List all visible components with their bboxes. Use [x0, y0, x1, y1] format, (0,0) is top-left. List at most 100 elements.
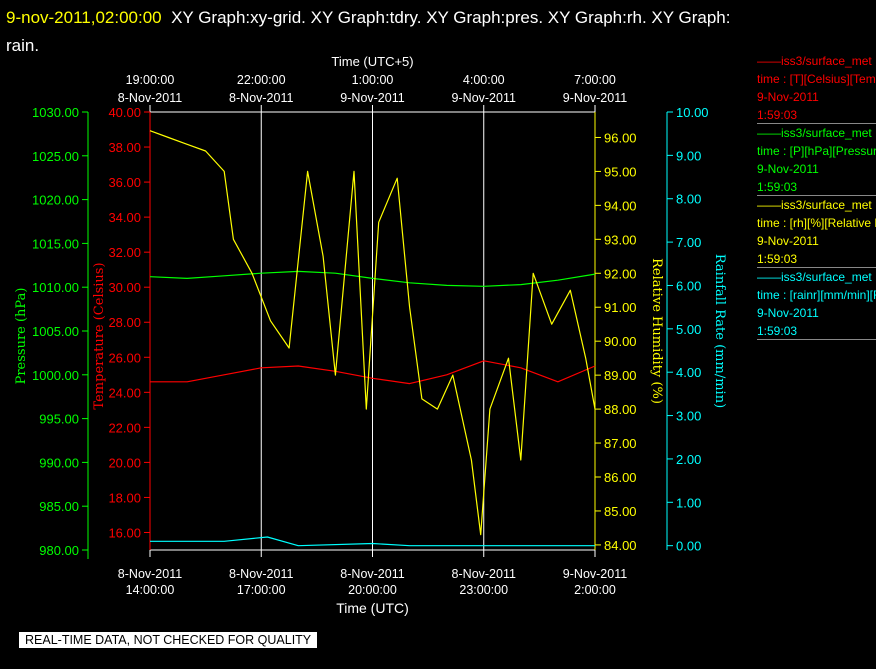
temperature-series-line	[150, 360, 596, 385]
legend-source: ——iss3/surface_met	[757, 270, 872, 284]
rain-tick-label: 9.00	[676, 148, 701, 163]
legend-time: 1:59:03	[757, 108, 798, 122]
humidity-tick-label: 95.00	[604, 164, 637, 179]
temperature-tick-label: 34.00	[108, 210, 141, 225]
temperature-tick-label: 38.00	[108, 140, 141, 155]
humidity-series-line	[149, 130, 596, 536]
temperature-tick-label: 26.00	[108, 350, 141, 365]
window-title: 9-nov-2011,02:00:00 XY Graph:xy-grid. XY…	[6, 4, 856, 60]
temperature-tick-label: 20.00	[108, 455, 141, 470]
humidity-tick-label: 92.00	[604, 266, 637, 281]
pressure-tick-label: 985.00	[39, 499, 79, 514]
temperature-tick-label: 30.00	[108, 280, 141, 295]
legend-date: 9-Nov-2011	[757, 234, 819, 248]
rain-tick-label: 6.00	[676, 278, 701, 293]
humidity-tick-label: 96.00	[604, 130, 637, 145]
humidity-tick-label: 93.00	[604, 232, 637, 247]
temperature-tick-label: 36.00	[108, 175, 141, 190]
x-tick-date: 8-Nov-2011	[229, 567, 293, 581]
legend-divider	[757, 195, 876, 196]
top-tick-date: 8-Nov-2011	[118, 91, 182, 105]
top-tick-time: 19:00:00	[126, 73, 175, 87]
x-tick-time: 23:00:00	[459, 583, 508, 597]
temperature-tick-label: 22.00	[108, 420, 141, 435]
top-tick-date: 9-Nov-2011	[452, 91, 516, 105]
humidity-tick-label: 88.00	[604, 402, 637, 417]
rain-tick-label: 10.00	[676, 105, 709, 120]
humidity-tick-label: 89.00	[604, 368, 637, 383]
x-tick-time: 14:00:00	[126, 583, 175, 597]
temperature-tick-label: 16.00	[108, 525, 141, 540]
legend-time: 1:59:03	[757, 324, 798, 338]
pressure-tick-label: 1020.00	[32, 193, 79, 208]
x-tick-date: 8-Nov-2011	[452, 567, 516, 581]
top-axis-label: Time (UTC+5)	[331, 54, 413, 69]
pressure-tick-label: 990.00	[39, 455, 79, 470]
top-tick-time: 7:00:00	[574, 73, 616, 87]
humidity-tick-label: 91.00	[604, 300, 637, 315]
temperature-tick-label: 40.00	[108, 105, 141, 120]
legend-date: 9-Nov-2011	[757, 90, 819, 104]
x-tick-date: 8-Nov-2011	[340, 567, 404, 581]
humidity-tick-label: 87.00	[604, 436, 637, 451]
top-tick-time: 22:00:00	[237, 73, 286, 87]
rain-series-line	[150, 536, 595, 547]
pressure-tick-label: 1000.00	[32, 368, 79, 383]
legend-date: 9-Nov-2011	[757, 306, 819, 320]
legend-divider	[757, 267, 876, 268]
humidity-tick-label: 94.00	[604, 198, 637, 213]
pressure-tick-label: 1005.00	[32, 324, 79, 339]
temperature-tick-label: 32.00	[108, 245, 141, 260]
humidity-tick-label: 90.00	[604, 334, 637, 349]
quality-notice: REAL-TIME DATA, NOT CHECKED FOR QUALITY	[19, 632, 318, 648]
legend-divider	[757, 123, 876, 124]
top-tick-date: 9-Nov-2011	[340, 91, 404, 105]
rain-tick-label: 3.00	[676, 409, 701, 424]
temperature-tick-label: 28.00	[108, 315, 141, 330]
legend-source: ——iss3/surface_met	[757, 198, 872, 212]
pressure-series-line	[149, 270, 596, 287]
rain-tick-label: 7.00	[676, 235, 701, 250]
x-axis-label: Time (UTC)	[336, 600, 409, 616]
legend-field: time : [rh][%][Relative Humidity]	[757, 216, 876, 230]
top-tick-time: 1:00:00	[352, 73, 394, 87]
pressure-tick-label: 995.00	[39, 412, 79, 427]
rain-tick-label: 0.00	[676, 539, 701, 554]
x-tick-date: 8-Nov-2011	[118, 567, 182, 581]
humidity-tick-label: 86.00	[604, 470, 637, 485]
x-tick-date: 9-Nov-2011	[563, 567, 627, 581]
legend-date: 9-Nov-2011	[757, 162, 819, 176]
header-graph-titles-wrap: rain.	[6, 36, 40, 55]
legend-field: time : [rainr][mm/min][Rainfall Rate]	[757, 288, 876, 302]
legend-field: time : [T][Celsius][Temperature]	[757, 72, 876, 86]
legend-source: ——iss3/surface_met	[757, 126, 872, 140]
top-tick-date: 8-Nov-2011	[229, 91, 293, 105]
pressure-tick-label: 1025.00	[32, 149, 79, 164]
pressure-tick-label: 1015.00	[32, 236, 79, 251]
rain-tick-label: 2.00	[676, 452, 701, 467]
x-tick-time: 2:00:00	[574, 583, 616, 597]
legend-source: ——iss3/surface_met	[757, 54, 872, 68]
humidity-axis-label: Relative Humidity (%)	[649, 258, 664, 404]
rain-tick-label: 5.00	[676, 322, 701, 337]
legend-field: time : [P][hPa][Pressure]	[757, 144, 876, 158]
rain-axis-label: Rainfall Rate (mm/min)	[712, 254, 727, 408]
pressure-tick-label: 980.00	[39, 543, 79, 558]
top-tick-date: 9-Nov-2011	[563, 91, 627, 105]
legend-divider	[757, 339, 876, 340]
temperature-tick-label: 18.00	[108, 490, 141, 505]
pressure-axis-label: Pressure (hPa)	[14, 288, 29, 385]
top-tick-time: 4:00:00	[463, 73, 505, 87]
humidity-tick-label: 85.00	[604, 504, 637, 519]
rain-tick-label: 1.00	[676, 495, 701, 510]
x-tick-time: 20:00:00	[348, 583, 397, 597]
rain-tick-label: 4.00	[676, 365, 701, 380]
temperature-tick-label: 24.00	[108, 385, 141, 400]
humidity-tick-label: 84.00	[604, 538, 637, 553]
header-timestamp: 9-nov-2011,02:00:00	[6, 8, 162, 27]
